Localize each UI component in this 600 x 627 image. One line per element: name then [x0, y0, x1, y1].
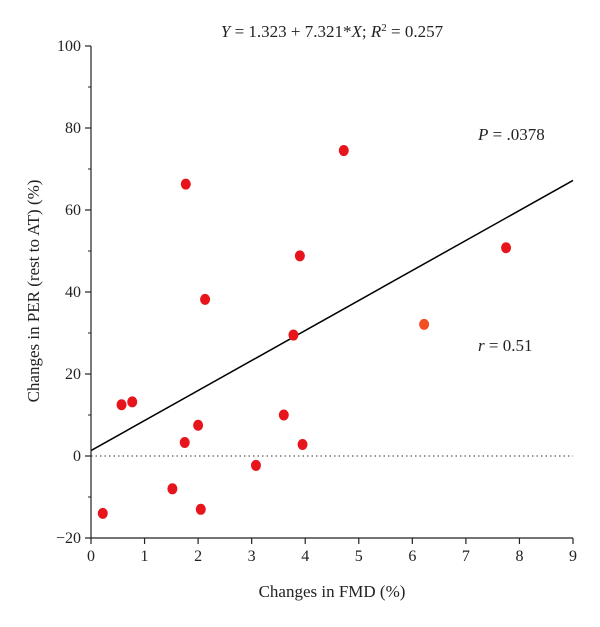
y-axis-title: Changes in PER (rest to AT) (%)	[24, 180, 43, 403]
data-point	[338, 145, 349, 157]
x-tick-label: 6	[408, 548, 416, 565]
x-tick-label: 2	[194, 548, 202, 565]
title-y-symbol: Y	[221, 22, 232, 41]
y-tick-label: 20	[65, 366, 81, 383]
p-value-annotation: P = .0378	[477, 125, 545, 144]
data-point	[193, 419, 204, 431]
x-tick-label: 9	[569, 548, 577, 565]
r-value-annotation: r = 0.51	[478, 336, 532, 355]
x-axis-title: Changes in FMD (%)	[259, 582, 406, 601]
title-r-squared-value: = 0.257	[387, 22, 444, 41]
data-point	[195, 503, 206, 515]
data-point	[116, 399, 127, 411]
r-symbol: r	[478, 336, 485, 355]
chart-title: Y = 1.323 + 7.321*X; R2 = 0.257	[221, 22, 444, 41]
title-x-symbol: X	[351, 22, 363, 41]
y-tick-label: 60	[65, 202, 81, 219]
data-point	[288, 329, 299, 341]
x-tick-label: 0	[87, 548, 95, 565]
data-point	[250, 459, 261, 471]
x-tick-label: 3	[248, 548, 256, 565]
data-point	[127, 396, 138, 408]
data-point-highlight	[419, 318, 430, 330]
data-point	[297, 439, 308, 451]
title-superscript: 2	[381, 22, 387, 34]
data-point	[200, 293, 211, 305]
x-tick-label: 7	[462, 548, 470, 565]
x-tick-label: 1	[141, 548, 149, 565]
x-tick-label: 4	[301, 548, 309, 565]
data-point	[278, 409, 289, 421]
title-equation: = 1.323 + 7.321*	[230, 22, 351, 41]
data-point	[97, 507, 108, 519]
y-tick-label: −20	[56, 530, 81, 547]
data-point	[501, 242, 512, 254]
plot-area	[90, 145, 574, 519]
y-tick-label: 100	[57, 38, 81, 55]
x-tick-label: 8	[515, 548, 523, 565]
y-tick-label: 80	[65, 120, 81, 137]
r-value: = 0.51	[485, 336, 533, 355]
axes: −20 0 20 40 60 80 100 0 1 2 3 4 5 6 7 8 9	[56, 38, 577, 565]
title-r-symbol: R	[370, 22, 382, 41]
data-point	[167, 483, 178, 495]
p-symbol: P	[477, 125, 488, 144]
x-tick-label: 5	[355, 548, 363, 565]
p-value: = .0378	[488, 125, 544, 144]
regression-line	[90, 179, 574, 452]
data-point	[179, 436, 190, 448]
title-separator: ;	[362, 22, 371, 41]
y-tick-label: 40	[65, 284, 81, 301]
data-point	[294, 250, 305, 262]
y-tick-label: 0	[73, 448, 81, 465]
data-point	[180, 178, 191, 190]
